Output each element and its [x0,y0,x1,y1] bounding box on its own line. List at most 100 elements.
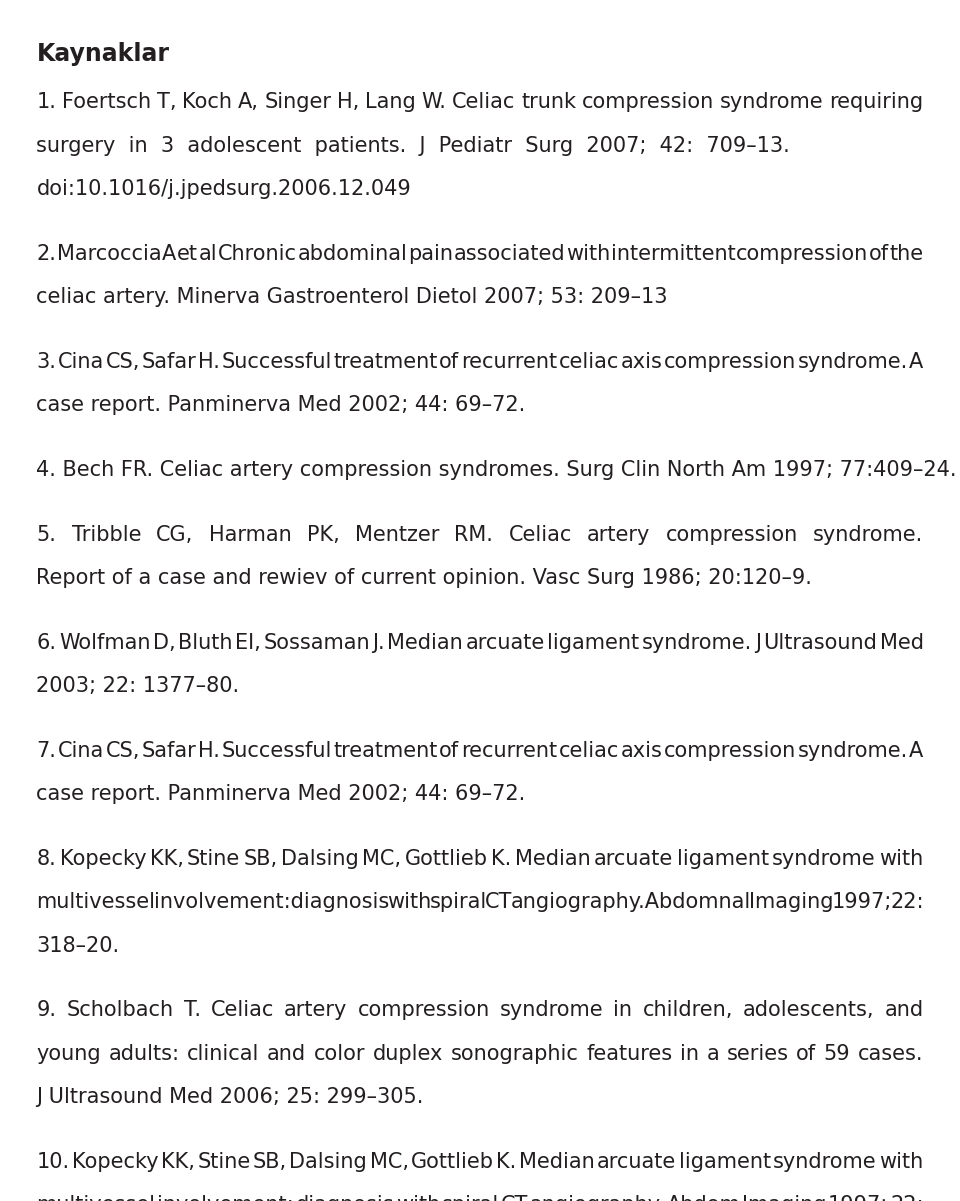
Text: diagnosis: diagnosis [296,1195,395,1201]
Text: CG,: CG, [156,525,194,545]
Text: spiral: spiral [429,892,487,913]
Text: with: with [565,244,610,264]
Text: H,: H, [337,92,359,113]
Text: CS,: CS, [106,352,140,372]
Text: celiac: celiac [559,741,619,761]
Text: al: al [199,244,217,264]
Text: CT: CT [485,892,513,913]
Text: 10.: 10. [36,1152,70,1172]
Text: with: with [387,892,431,913]
Text: Harman: Harman [209,525,292,545]
Text: requiring: requiring [829,92,924,113]
Text: SB,: SB, [244,849,277,870]
Text: intermittent: intermittent [611,244,735,264]
Text: compression: compression [663,352,796,372]
Text: A: A [162,244,177,264]
Text: artery: artery [588,525,651,545]
Text: Gottlieb: Gottlieb [405,849,488,870]
Text: cases.: cases. [858,1044,924,1064]
Text: 8.: 8. [36,849,57,870]
Text: KK,: KK, [161,1152,195,1172]
Text: Lang: Lang [365,92,416,113]
Text: W.: W. [421,92,446,113]
Text: adults:: adults: [108,1044,180,1064]
Text: case report. Panminerva Med 2002; 44: 69–72.: case report. Panminerva Med 2002; 44: 69… [36,395,526,416]
Text: syndrome: syndrome [720,92,824,113]
Text: multivessel: multivessel [36,1195,156,1201]
Text: Stine: Stine [197,1152,251,1172]
Text: ligament: ligament [677,849,769,870]
Text: Kaynaklar: Kaynaklar [36,42,170,66]
Text: Stine: Stine [187,849,240,870]
Text: abdominal: abdominal [298,244,407,264]
Text: Dalsing: Dalsing [289,1152,367,1172]
Text: duplex: duplex [372,1044,444,1064]
Text: 1997;: 1997; [828,1195,888,1201]
Text: Report of a case and rewiev of current opinion. Vasc Surg 1986; 20:120–9.: Report of a case and rewiev of current o… [36,568,812,588]
Text: compression: compression [736,244,868,264]
Text: Dalsing: Dalsing [281,849,359,870]
Text: series: series [727,1044,789,1064]
Text: 6.: 6. [36,633,57,653]
Text: Imaging: Imaging [749,892,833,913]
Text: 22:: 22: [890,1195,924,1201]
Text: K.: K. [496,1152,516,1172]
Text: compression: compression [666,525,798,545]
Text: compression: compression [582,92,714,113]
Text: KK,: KK, [150,849,183,870]
Text: syndrome.: syndrome. [813,525,924,545]
Text: A: A [909,741,924,761]
Text: Successful: Successful [221,352,331,372]
Text: trunk: trunk [521,92,576,113]
Text: young: young [36,1044,101,1064]
Text: in: in [613,1000,633,1021]
Text: recurrent: recurrent [461,741,557,761]
Text: Cina: Cina [58,741,104,761]
Text: recurrent: recurrent [461,352,557,372]
Text: Ultrasound: Ultrasound [763,633,877,653]
Text: Koch: Koch [182,92,232,113]
Text: et: et [177,244,198,264]
Text: angiography.: angiography. [530,1195,664,1201]
Text: clinical: clinical [187,1044,259,1064]
Text: Scholbach: Scholbach [66,1000,174,1021]
Text: Median: Median [515,849,590,870]
Text: syndrome.: syndrome. [642,633,753,653]
Text: Celiac: Celiac [452,92,516,113]
Text: with: with [396,1195,440,1201]
Text: RM.: RM. [454,525,493,545]
Text: 7.: 7. [36,741,57,761]
Text: syndrome: syndrome [500,1000,604,1021]
Text: ligament: ligament [679,1152,771,1172]
Text: of: of [439,741,459,761]
Text: involvement:diagnosis: involvement:diagnosis [154,892,389,913]
Text: associated: associated [453,244,565,264]
Text: Celiac: Celiac [210,1000,274,1021]
Text: A,: A, [238,92,259,113]
Text: ligament: ligament [547,633,639,653]
Text: axis: axis [620,352,662,372]
Text: J.: J. [372,633,385,653]
Text: D,: D, [153,633,176,653]
Text: CS,: CS, [106,741,140,761]
Text: Safar: Safar [141,741,197,761]
Text: Tribble: Tribble [72,525,141,545]
Text: arcuate: arcuate [597,1152,677,1172]
Text: artery: artery [284,1000,348,1021]
Text: Wolfman: Wolfman [59,633,151,653]
Text: J Ultrasound Med 2006; 25: 299–305.: J Ultrasound Med 2006; 25: 299–305. [36,1087,424,1107]
Text: a: a [707,1044,719,1064]
Text: 5.: 5. [36,525,57,545]
Text: of: of [439,352,459,372]
Text: CT: CT [501,1195,528,1201]
Text: SB,: SB, [252,1152,287,1172]
Text: PK,: PK, [307,525,340,545]
Text: of: of [796,1044,816,1064]
Text: 9.: 9. [36,1000,57,1021]
Text: Marcoccia: Marcoccia [57,244,161,264]
Text: treatment: treatment [333,352,438,372]
Text: axis: axis [620,741,662,761]
Text: 318–20.: 318–20. [36,936,120,956]
Text: compression: compression [663,741,796,761]
Text: of: of [869,244,889,264]
